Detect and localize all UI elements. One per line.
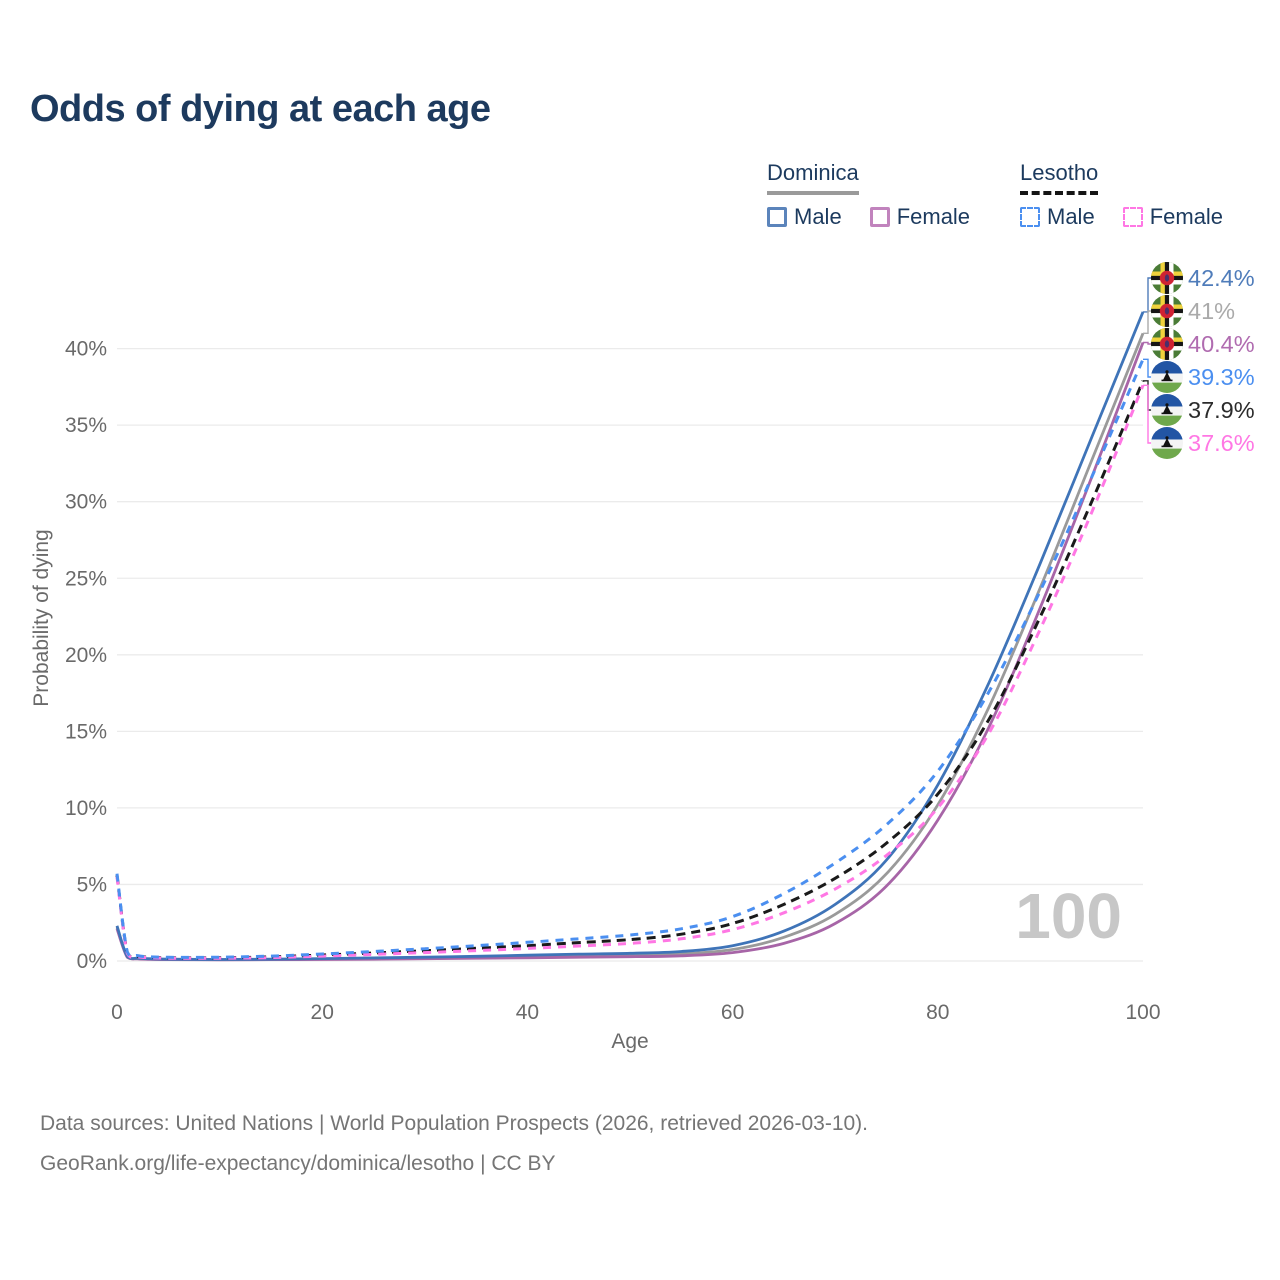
y-tick-label: 10% xyxy=(65,797,107,820)
y-tick-label: 35% xyxy=(65,414,107,437)
legend-label: Male xyxy=(794,204,842,229)
flag-icon-dominica xyxy=(1151,328,1183,360)
legend-swatch-lesotho-female xyxy=(1122,207,1143,227)
legend-swatch-lesotho-male xyxy=(1020,207,1040,227)
y-tick-label: 0% xyxy=(77,950,107,973)
footer-sources: Data sources: United Nations | World Pop… xyxy=(40,1112,869,1135)
y-tick-label: 25% xyxy=(65,567,107,590)
legend-group-lesotho: Lesotho Male Female xyxy=(1020,160,1223,230)
end-label-value: 41% xyxy=(1188,298,1235,324)
x-axis-title: Age xyxy=(611,1030,648,1053)
y-tick-label: 20% xyxy=(65,644,107,667)
flag-icon-lesotho xyxy=(1151,361,1183,393)
flag-icon-dominica xyxy=(1151,295,1183,327)
end-label-value: 37.6% xyxy=(1188,430,1255,456)
curve-dominica-female xyxy=(115,342,1145,962)
x-tick-label: 20 xyxy=(311,1001,334,1024)
x-tick-label: 60 xyxy=(721,1001,744,1024)
end-label-lesotho-all: 37.9% xyxy=(1151,394,1255,426)
end-label-dominica-all: 41% xyxy=(1151,295,1235,327)
end-label-value: 39.3% xyxy=(1188,364,1255,390)
x-tick-label: 100 xyxy=(1125,1001,1160,1024)
end-label-value: 40.4% xyxy=(1188,331,1255,357)
y-tick-label: 5% xyxy=(77,873,107,896)
end-label-connector xyxy=(1143,384,1152,444)
legend-label: Female xyxy=(896,204,971,229)
y-tick-label: 15% xyxy=(65,720,107,743)
age-watermark: 100 xyxy=(1015,880,1122,952)
legend-item-dominica-female[interactable]: Female xyxy=(869,204,971,230)
legend-group-dominica: Dominica Male Female xyxy=(767,160,970,230)
end-label-value: 42.4% xyxy=(1188,265,1255,291)
legend-item-dominica-male[interactable]: Male xyxy=(767,204,842,230)
end-label-connector xyxy=(1143,277,1152,313)
legend-country-lesotho: Lesotho xyxy=(1020,160,1099,195)
legend-label: Female xyxy=(1149,204,1224,229)
x-tick-label: 40 xyxy=(516,1001,539,1024)
end-label-lesotho-male: 39.3% xyxy=(1151,361,1255,393)
curve-lesotho-female xyxy=(115,384,1145,960)
page-title: Odds of dying at each age xyxy=(30,88,491,130)
flag-icon-lesotho xyxy=(1151,394,1183,426)
curve-lesotho-all xyxy=(115,380,1145,960)
curve-dominica-all xyxy=(115,332,1145,961)
x-tick-label: 80 xyxy=(926,1001,949,1024)
legend-swatch-dominica-male xyxy=(767,207,787,227)
footer-link: GeoRank.org/life-expectancy/dominica/les… xyxy=(40,1152,556,1175)
legend-item-lesotho-male[interactable]: Male xyxy=(1020,204,1095,230)
end-label-dominica-female: 40.4% xyxy=(1151,328,1255,360)
legend-swatch-dominica-female xyxy=(869,207,890,227)
flag-icon-lesotho xyxy=(1151,427,1183,459)
end-label-dominica-male: 42.4% xyxy=(1151,262,1255,294)
end-label-value: 37.9% xyxy=(1188,397,1255,423)
y-tick-label: 40% xyxy=(65,338,107,361)
flag-icon-dominica xyxy=(1151,262,1183,294)
curve-lesotho-male xyxy=(115,358,1145,959)
end-label-connector xyxy=(1143,310,1152,334)
x-tick-label: 0 xyxy=(111,1001,123,1024)
end-label-connector xyxy=(1143,358,1152,378)
footer: Data sources: United Nations | World Pop… xyxy=(40,1104,868,1184)
y-axis-title: Probability of dying xyxy=(30,529,53,706)
y-tick-label: 30% xyxy=(65,491,107,514)
legend-country-dominica: Dominica xyxy=(767,160,859,195)
curve-dominica-male xyxy=(115,311,1145,961)
end-label-connector xyxy=(1143,341,1152,345)
legend-label: Male xyxy=(1047,204,1095,229)
legend-item-lesotho-female[interactable]: Female xyxy=(1122,204,1224,230)
end-label-lesotho-female: 37.6% xyxy=(1151,427,1255,459)
